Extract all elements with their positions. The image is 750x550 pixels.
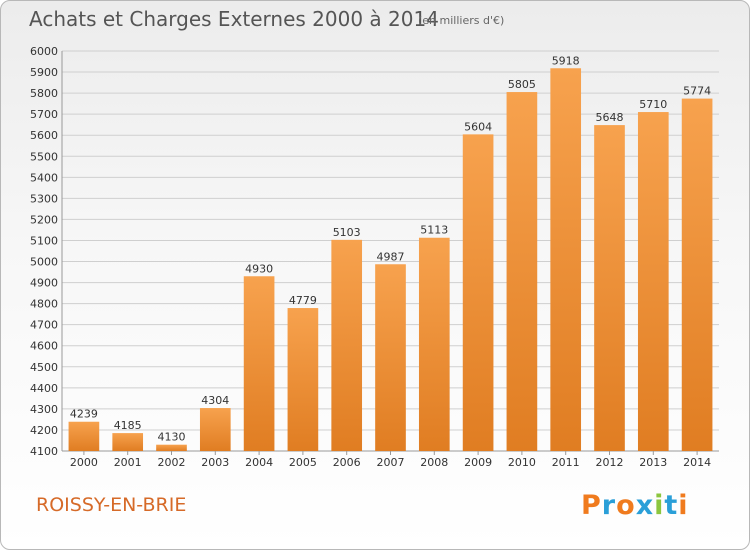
data-label: 4185 [114, 419, 142, 432]
data-label: 5113 [420, 224, 448, 237]
bar [287, 308, 319, 451]
logo-letter: t [664, 490, 679, 521]
x-tick-label: 2002 [158, 456, 186, 469]
data-label: 4239 [70, 408, 98, 421]
bar [462, 134, 494, 452]
data-label: 4930 [245, 262, 273, 275]
bar [243, 276, 275, 451]
y-tick-label: 5100 [30, 234, 58, 247]
data-label: 4304 [201, 394, 229, 407]
y-tick-label: 5600 [30, 129, 58, 142]
logo-letter: P [581, 490, 602, 521]
y-tick-label: 4100 [30, 445, 58, 458]
commune-name: ROISSY-EN-BRIE [36, 494, 187, 516]
logo-letter: x [635, 490, 655, 521]
data-label: 5918 [552, 54, 580, 67]
bars [68, 68, 713, 452]
y-tick-label: 4400 [30, 382, 58, 395]
chart-unit-label: (en milliers d'€) [418, 14, 505, 27]
logo-letter: o [616, 490, 636, 521]
y-tick-label: 4700 [30, 319, 58, 332]
bar [375, 264, 406, 451]
y-tick-label: 4500 [30, 361, 58, 374]
data-label: 4130 [158, 431, 186, 444]
data-label: 5805 [508, 78, 536, 91]
bar [156, 444, 187, 451]
chart-title: Achats et Charges Externes 2000 à 2014 [29, 7, 439, 31]
axes: 4100 4200 4300 4400 4500 4600 4700 4800 4900 5000… [30, 45, 719, 469]
data-label: 5710 [639, 98, 667, 111]
y-tick-label: 4900 [30, 277, 58, 290]
y-tick-label: 5400 [30, 171, 58, 184]
logo-letter: i [678, 490, 689, 521]
data-label: 4987 [377, 250, 405, 263]
y-tick-label: 5500 [30, 150, 58, 163]
data-label: 5774 [683, 85, 711, 98]
data-label: 4779 [289, 294, 317, 307]
bar [506, 92, 538, 451]
y-tick-label: 4200 [30, 424, 58, 437]
x-tick-label: 2001 [114, 456, 142, 469]
x-tick-label: 2005 [289, 456, 317, 469]
y-tick-label: 5800 [30, 87, 58, 100]
bar [550, 68, 582, 452]
x-tick-label: 2012 [596, 456, 624, 469]
x-tick-label: 2003 [201, 456, 229, 469]
proxiti-logo: Proxiti [581, 490, 689, 521]
bar [418, 237, 450, 451]
bar [594, 125, 625, 452]
data-label: 5103 [333, 226, 361, 239]
x-tick-label: 2006 [333, 456, 361, 469]
y-tick-label: 4600 [30, 340, 58, 353]
x-tick-label: 2014 [683, 456, 711, 469]
y-tick-label: 4800 [30, 298, 58, 311]
y-tick-label: 5700 [30, 108, 58, 121]
bar [637, 112, 669, 451]
y-tick-label: 5000 [30, 256, 58, 269]
x-tick-label: 2008 [420, 456, 448, 469]
x-tick-label: 2007 [377, 456, 405, 469]
x-tick-label: 2011 [552, 456, 580, 469]
y-tick-label: 6000 [30, 45, 58, 58]
x-tick-label: 2004 [245, 456, 273, 469]
x-tick-label: 2010 [508, 456, 536, 469]
logo-letter: i [654, 490, 665, 521]
y-tick-label: 5300 [30, 192, 58, 205]
bar [199, 408, 231, 451]
logo-letter: r [601, 490, 617, 521]
data-label: 5648 [596, 111, 624, 124]
bar [681, 98, 713, 451]
bar [68, 421, 100, 451]
y-tick-label: 5900 [30, 66, 58, 79]
x-tick-label: 2009 [464, 456, 492, 469]
bar [331, 239, 363, 451]
y-tick-label: 5200 [30, 213, 58, 226]
data-label: 5604 [464, 120, 492, 133]
x-tick-label: 2013 [639, 456, 667, 469]
data-labels: 4239 4185 4130 4304 4930 4779 5103 4987 5113 5604… [70, 54, 711, 443]
x-tick-label: 2000 [70, 456, 98, 469]
y-tick-label: 4300 [30, 403, 58, 416]
bar [112, 433, 144, 451]
